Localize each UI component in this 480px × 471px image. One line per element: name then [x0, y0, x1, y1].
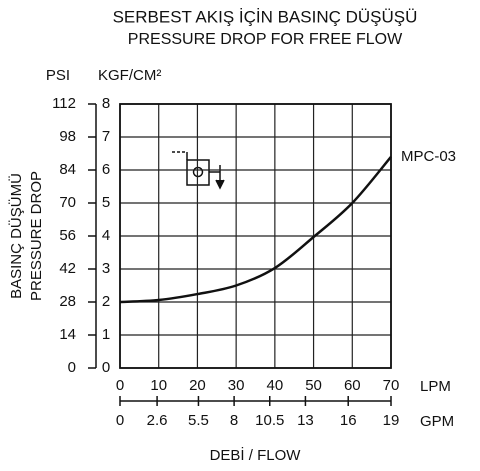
y-tick-label: 5 [102, 194, 110, 211]
y-unit: KGF/CM² [98, 67, 161, 84]
plot-frame [119, 103, 392, 369]
x2-unit: GPM [420, 413, 454, 430]
x-tick-label: 0 [116, 377, 124, 394]
series-label: MPC-03 [401, 148, 456, 165]
y2-tick-label: 56 [59, 227, 76, 244]
y-tick-label: 0 [102, 359, 110, 376]
x2-tick-label: 10.5 [255, 412, 284, 429]
x-unit: LPM [420, 378, 451, 395]
y2-tick-label: 28 [59, 293, 76, 310]
x-tick-label: 60 [344, 377, 361, 394]
data-line [119, 155, 392, 304]
chart-subtitle: PRESSURE DROP FOR FREE FLOW [128, 31, 403, 48]
x2-tick-label: 13 [297, 412, 314, 429]
x-tick-label: 70 [383, 377, 400, 394]
y-axis-label: BASINÇ DÜŞÜMÜ [7, 173, 25, 299]
x2-tick-label: 8 [230, 412, 238, 429]
y2-tick-label: 112 [52, 95, 76, 112]
x2-tick-label: 5.5 [188, 412, 209, 429]
y-tick-label: 4 [102, 227, 110, 244]
y-tick-label: 2 [102, 293, 110, 310]
y2-tick-label: 70 [59, 194, 76, 211]
x-tick-label: 20 [189, 377, 206, 394]
x2-tick-label: 2.6 [147, 412, 168, 429]
y-tick-label: 8 [102, 95, 110, 112]
y2-tick-label: 98 [59, 128, 76, 145]
y-tick-label: 1 [102, 326, 110, 343]
x2-tick-label: 19 [383, 412, 400, 429]
chart-title: SERBEST AKIŞ İÇİN BASINÇ DÜŞÜŞÜ [113, 7, 418, 26]
x-tick-label: 40 [267, 377, 284, 394]
y-tick-label: 7 [102, 128, 110, 145]
y2-unit: PSI [46, 67, 70, 84]
x2-tick-label: 16 [340, 412, 357, 429]
y-tick-label: 6 [102, 161, 110, 178]
x2-tick-label: 0 [116, 412, 124, 429]
y-axis-label-en: PRESSURE DROP [28, 171, 45, 301]
x-axis-label-tr: DEBİ [210, 446, 245, 464]
x-axis-label: DEBİ / FLOW [210, 446, 302, 464]
x-tick-label: 30 [228, 377, 245, 394]
x-tick-label: 10 [150, 377, 167, 394]
y2-tick-label: 84 [59, 161, 76, 178]
x-tick-label: 50 [305, 377, 322, 394]
y-tick-label: 3 [102, 260, 110, 277]
y2-tick-label: 0 [68, 359, 76, 376]
y2-tick-label: 14 [59, 326, 76, 343]
y2-tick-label: 42 [59, 260, 76, 277]
x-axis-label-en: / FLOW [245, 447, 302, 464]
